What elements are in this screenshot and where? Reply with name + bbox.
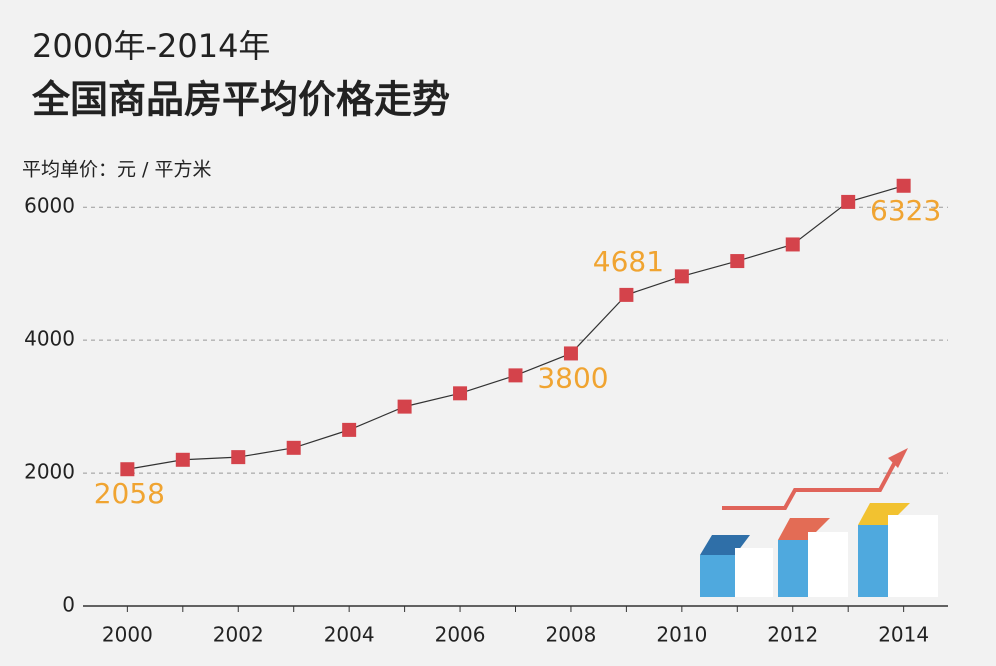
value-label: 4681 — [593, 245, 664, 278]
x-tick-label: 2010 — [656, 623, 707, 647]
chart-subtitle: 2000年-2014年 — [32, 27, 270, 65]
point — [674, 269, 689, 284]
y-tick-label: 0 — [62, 593, 75, 617]
line — [127, 185, 904, 470]
value-label: 3800 — [537, 361, 608, 394]
point — [785, 237, 800, 252]
x-tick-label: 2014 — [878, 623, 929, 647]
point — [508, 368, 523, 383]
point — [563, 346, 578, 361]
point — [730, 254, 745, 269]
point — [841, 194, 856, 209]
point — [397, 399, 412, 414]
x-tick-label: 2002 — [213, 623, 264, 647]
x-tick-label: 2000 — [102, 623, 153, 647]
point — [896, 178, 911, 193]
point — [231, 450, 246, 465]
x-tick-label: 2004 — [324, 623, 375, 647]
y-tick-label: 4000 — [24, 327, 75, 351]
point — [342, 422, 357, 437]
point — [120, 462, 135, 477]
buildings-illustration — [700, 448, 938, 597]
y-tick-label: 2000 — [24, 460, 75, 484]
point — [619, 287, 634, 302]
x-tick-label: 2012 — [767, 623, 818, 647]
chart-title: 全国商品房平均价格走势 — [31, 78, 450, 122]
point — [175, 452, 190, 467]
point — [286, 440, 301, 455]
x-tick-label: 2006 — [435, 623, 486, 647]
value-label: 6323 — [870, 194, 941, 227]
y-tick-label: 6000 — [24, 194, 75, 218]
point — [453, 386, 468, 401]
x-tick-label: 2008 — [545, 623, 596, 647]
y-axis-label: 平均单价：元 / 平方米 — [22, 159, 211, 181]
value-label: 2058 — [94, 477, 165, 510]
